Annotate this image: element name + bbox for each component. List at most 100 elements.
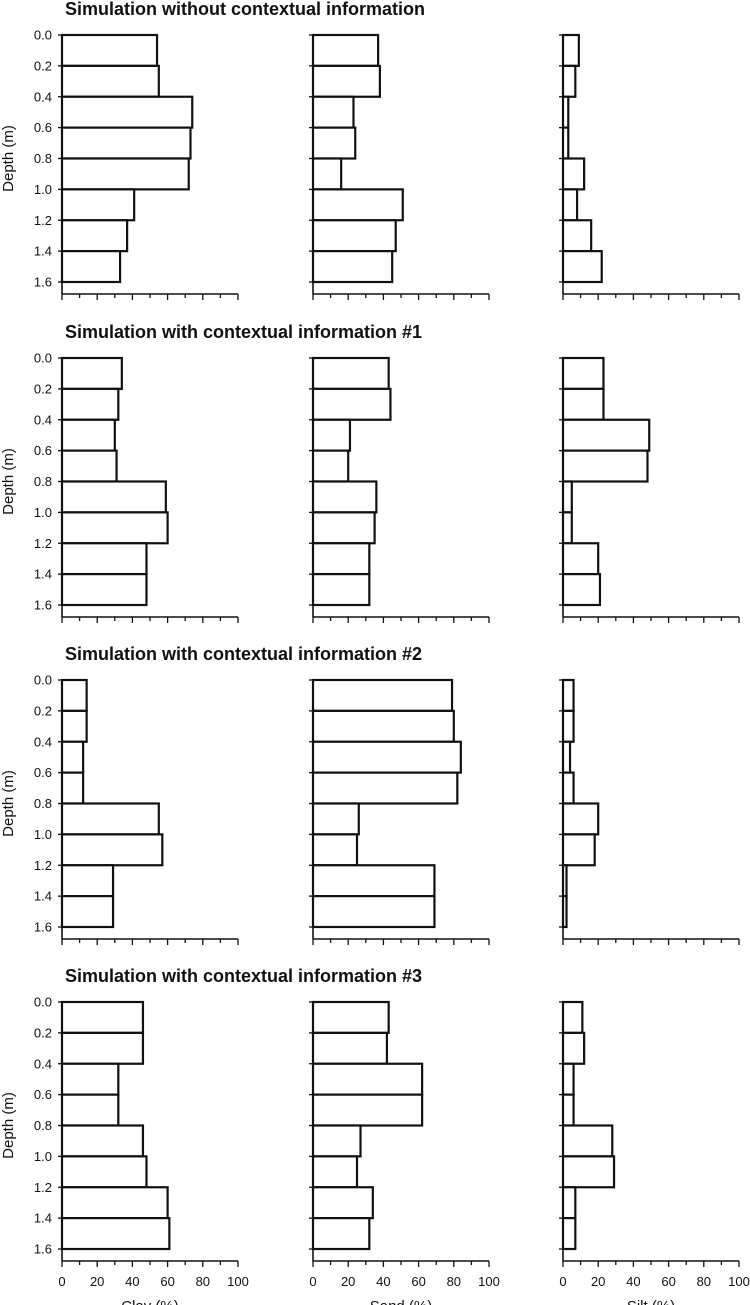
bar	[60, 833, 164, 867]
bar	[60, 1124, 145, 1158]
bar	[60, 219, 129, 253]
x-tick-label: 40	[376, 1274, 390, 1289]
y-tick-label: 1.4	[34, 567, 52, 582]
y-tick-label: 0.2	[34, 1025, 52, 1040]
y-tick-label: 1.6	[34, 1242, 52, 1257]
bar	[60, 64, 160, 98]
y-tick-label: 1.2	[34, 213, 52, 228]
x-tick-label: 60	[411, 1274, 425, 1289]
bar	[311, 864, 436, 898]
x-tick-label: 80	[697, 1274, 711, 1289]
bar	[311, 480, 378, 514]
y-tick-label: 1.6	[34, 598, 52, 613]
x-tick-label: 100	[227, 1274, 249, 1289]
y-tick-label: 0.4	[34, 1056, 52, 1071]
x-tick-label: 20	[341, 1274, 355, 1289]
bar	[561, 511, 573, 545]
bar	[60, 250, 122, 284]
bar	[561, 1000, 584, 1034]
y-tick-label: 1.4	[34, 244, 52, 259]
y-tick-label: 1.2	[34, 858, 52, 873]
panel-title: Simulation without contextual informatio…	[65, 0, 425, 19]
bar	[561, 802, 600, 836]
y-tick-label: 0.8	[34, 474, 52, 489]
bar	[561, 33, 580, 67]
bar	[60, 1186, 169, 1220]
bar	[311, 1062, 424, 1096]
bar	[561, 542, 600, 576]
bar	[561, 356, 605, 390]
y-tick-label: 0.6	[34, 1087, 52, 1102]
bar	[311, 709, 455, 743]
y-tick-label: 1.2	[34, 536, 52, 551]
y-tick-label: 1.4	[34, 1211, 52, 1226]
bar	[311, 511, 376, 545]
y-tick-label: 1.6	[34, 920, 52, 935]
y-tick-label: 0.8	[34, 796, 52, 811]
y-tick-label: 0.6	[34, 120, 52, 135]
bar	[561, 188, 579, 222]
bar	[60, 188, 136, 222]
bar	[561, 1186, 577, 1220]
bar	[60, 1031, 145, 1065]
bar	[60, 542, 148, 576]
bar	[561, 1155, 616, 1189]
y-tick-label: 0.0	[34, 673, 52, 688]
y-tick-label: 0.2	[34, 58, 52, 73]
bar	[561, 449, 649, 483]
bar	[311, 188, 404, 222]
bar	[311, 740, 462, 774]
bar	[311, 833, 359, 867]
bar	[311, 219, 397, 253]
y-tick-label: 0.6	[34, 765, 52, 780]
y-tick-label: 1.2	[34, 1180, 52, 1195]
bar	[60, 157, 190, 191]
bar	[561, 64, 577, 98]
bar	[561, 678, 575, 712]
bar	[60, 511, 169, 545]
y-tick-label: 0.0	[34, 351, 52, 366]
bar	[311, 418, 352, 452]
y-tick-label: 0.4	[34, 89, 52, 104]
bar	[60, 33, 159, 67]
bar	[561, 480, 573, 514]
bar	[311, 33, 380, 67]
bar	[311, 64, 381, 98]
y-tick-label: 0.8	[34, 151, 52, 166]
bar	[60, 678, 88, 712]
panel-title: Simulation with contextual information #…	[65, 966, 422, 986]
bar	[60, 864, 115, 898]
bar	[311, 573, 371, 607]
y-axis-label: Depth (m)	[0, 448, 17, 515]
bar	[60, 480, 167, 514]
y-axis-label: Depth (m)	[0, 125, 17, 192]
x-tick-label: 100	[728, 1274, 750, 1289]
x-tick-label: 20	[591, 1274, 605, 1289]
x-tick-label: 0	[58, 1274, 65, 1289]
bar	[561, 709, 575, 743]
bar	[311, 1124, 362, 1158]
bar	[561, 95, 570, 129]
x-tick-label: 0	[309, 1274, 316, 1289]
y-tick-label: 0.4	[34, 734, 52, 749]
bar	[60, 95, 194, 129]
y-tick-label: 0.4	[34, 412, 52, 427]
bar	[60, 802, 160, 836]
bar	[60, 709, 88, 743]
bar	[311, 1031, 389, 1065]
bar	[311, 449, 350, 483]
bar	[60, 1155, 148, 1189]
bar	[561, 1031, 586, 1065]
bar	[311, 250, 394, 284]
y-tick-label: 1.4	[34, 889, 52, 904]
y-tick-label: 1.0	[34, 505, 52, 520]
bar	[60, 449, 118, 483]
bar	[311, 95, 355, 129]
y-tick-label: 0.6	[34, 443, 52, 458]
bar	[60, 895, 115, 929]
bar	[60, 418, 116, 452]
bar	[561, 833, 596, 867]
y-tick-label: 1.0	[34, 182, 52, 197]
bar	[561, 1124, 614, 1158]
